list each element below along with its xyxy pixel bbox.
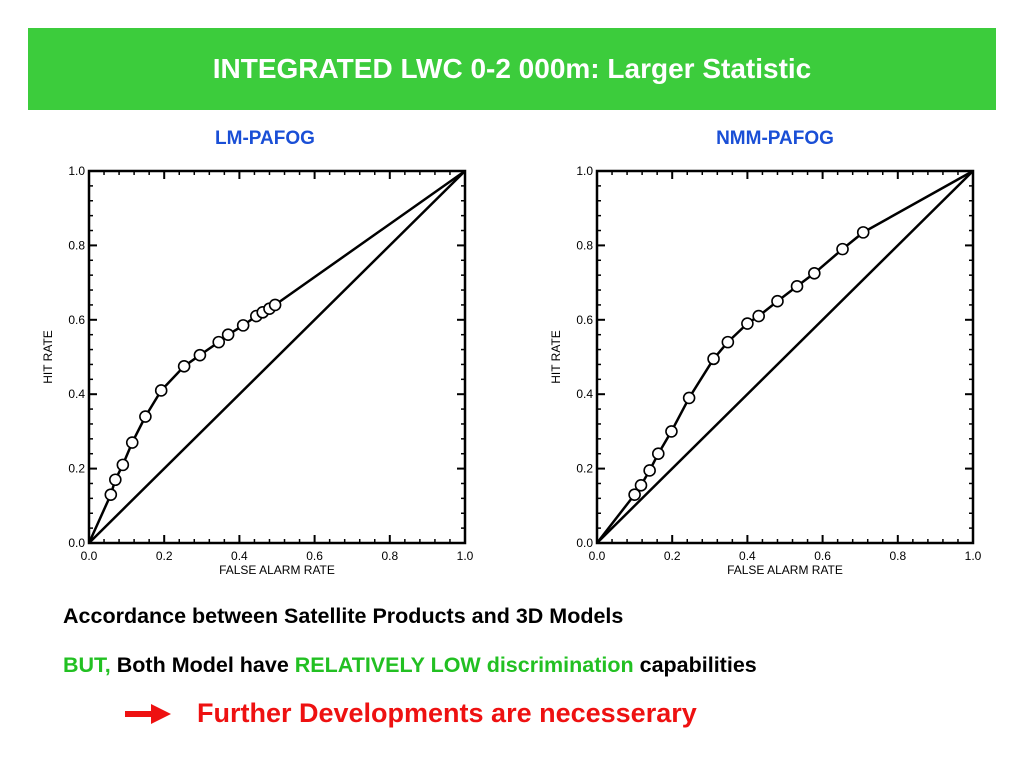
roc-point [741,317,754,330]
roc-point [752,309,765,323]
title-banner: INTEGRATED LWC 0-2 000m: Larger Statisti… [28,28,996,110]
roc-point [721,335,735,349]
page-title: INTEGRATED LWC 0-2 000m: Larger Statisti… [212,53,812,84]
roc-point [707,352,720,366]
y-tick-label: 0.8 [576,238,593,252]
discrimination-highlight: RELATIVELY LOW discrimination [294,653,634,677]
y-tick-label: 0.0 [576,536,593,550]
x-axis-label: FALSE ALARM RATE [727,563,843,577]
x-tick-label: 0.4 [739,549,756,563]
further-developments-text: Further Developments are necesserary [197,698,697,728]
roc-point [836,242,849,256]
conclusion-line-1: Accordance between Satellite Products an… [63,604,624,628]
roc-point [104,488,118,501]
x-tick-label: 0.6 [814,549,831,563]
roc-point [643,464,656,477]
roc-chart-lm-pafog: 0.0 0.2 0.4 0.6 0.8 1.0 0.0 0.2 0.4 0.6 0.8 1.0 FALS… [41,164,474,577]
diagonal-reference-line [596,170,974,544]
x-tick-label: 1.0 [457,549,474,563]
roc-point [628,488,641,501]
roc-point [221,328,235,341]
y-tick-label: 0.2 [576,462,593,476]
diagonal-reference-line [88,170,466,544]
y-axis-label: HIT RATE [549,330,563,384]
roc-point [790,280,804,293]
y-tick-label: 0.6 [576,313,593,327]
plot-frame [595,169,975,545]
x-tick-label: 0.2 [156,549,173,563]
roc-point [177,360,191,373]
roc-point [665,425,678,438]
x-tick-label: 0.0 [81,549,98,563]
capabilities-label: capabilities [639,653,757,677]
roc-point [808,267,821,280]
y-tick-label: 0.4 [576,387,593,401]
roc-point [139,410,152,423]
roc-point [268,298,282,312]
x-tick-label: 0.0 [589,549,606,563]
chart-title-nmm-pafog: NMM-PAFOG [716,128,834,149]
both-model-label: Both Model have [116,653,289,677]
roc-point [651,447,665,461]
x-axis-label: FALSE ALARM RATE [219,563,335,577]
roc-point [109,473,122,487]
y-tick-label: 0.0 [68,536,85,550]
roc-point [634,479,648,492]
roc-point [116,458,130,472]
x-tick-label: 0.8 [889,549,906,563]
conclusion-line-2: BUT, Both Model have RELATIVELY LOW disc… [63,653,757,678]
roc-point [125,436,139,449]
y-tick-label: 0.2 [68,462,85,476]
x-tick-label: 0.8 [381,549,398,563]
x-tick-label: 0.4 [231,549,248,563]
y-axis-label: HIT RATE [41,330,55,384]
x-tick-label: 1.0 [965,549,982,563]
further-developments-row: Further Developments are necesserary [125,698,697,729]
roc-point [154,384,168,397]
chart-title-lm-pafog: LM-PAFOG [215,128,315,149]
y-tick-label: 0.6 [68,313,85,327]
y-tick-label: 0.4 [68,387,85,401]
roc-chart-nmm-pafog: 0.0 0.2 0.4 0.6 0.8 1.0 0.0 0.2 0.4 0.6 0.8 1.0 FALS… [549,164,982,577]
roc-point [856,226,870,239]
roc-point [212,335,226,349]
roc-point [682,391,696,405]
plot-frame [87,169,467,545]
y-tick-label: 1.0 [68,164,85,178]
but-label: BUT, [63,653,111,677]
x-tick-label: 0.2 [664,549,681,563]
y-tick-label: 0.8 [68,238,85,252]
x-tick-label: 0.6 [306,549,323,563]
y-tick-label: 1.0 [576,164,593,178]
right-arrow-icon [125,703,171,724]
roc-point [771,294,784,308]
roc-point [236,319,250,332]
roc-point [193,348,207,362]
